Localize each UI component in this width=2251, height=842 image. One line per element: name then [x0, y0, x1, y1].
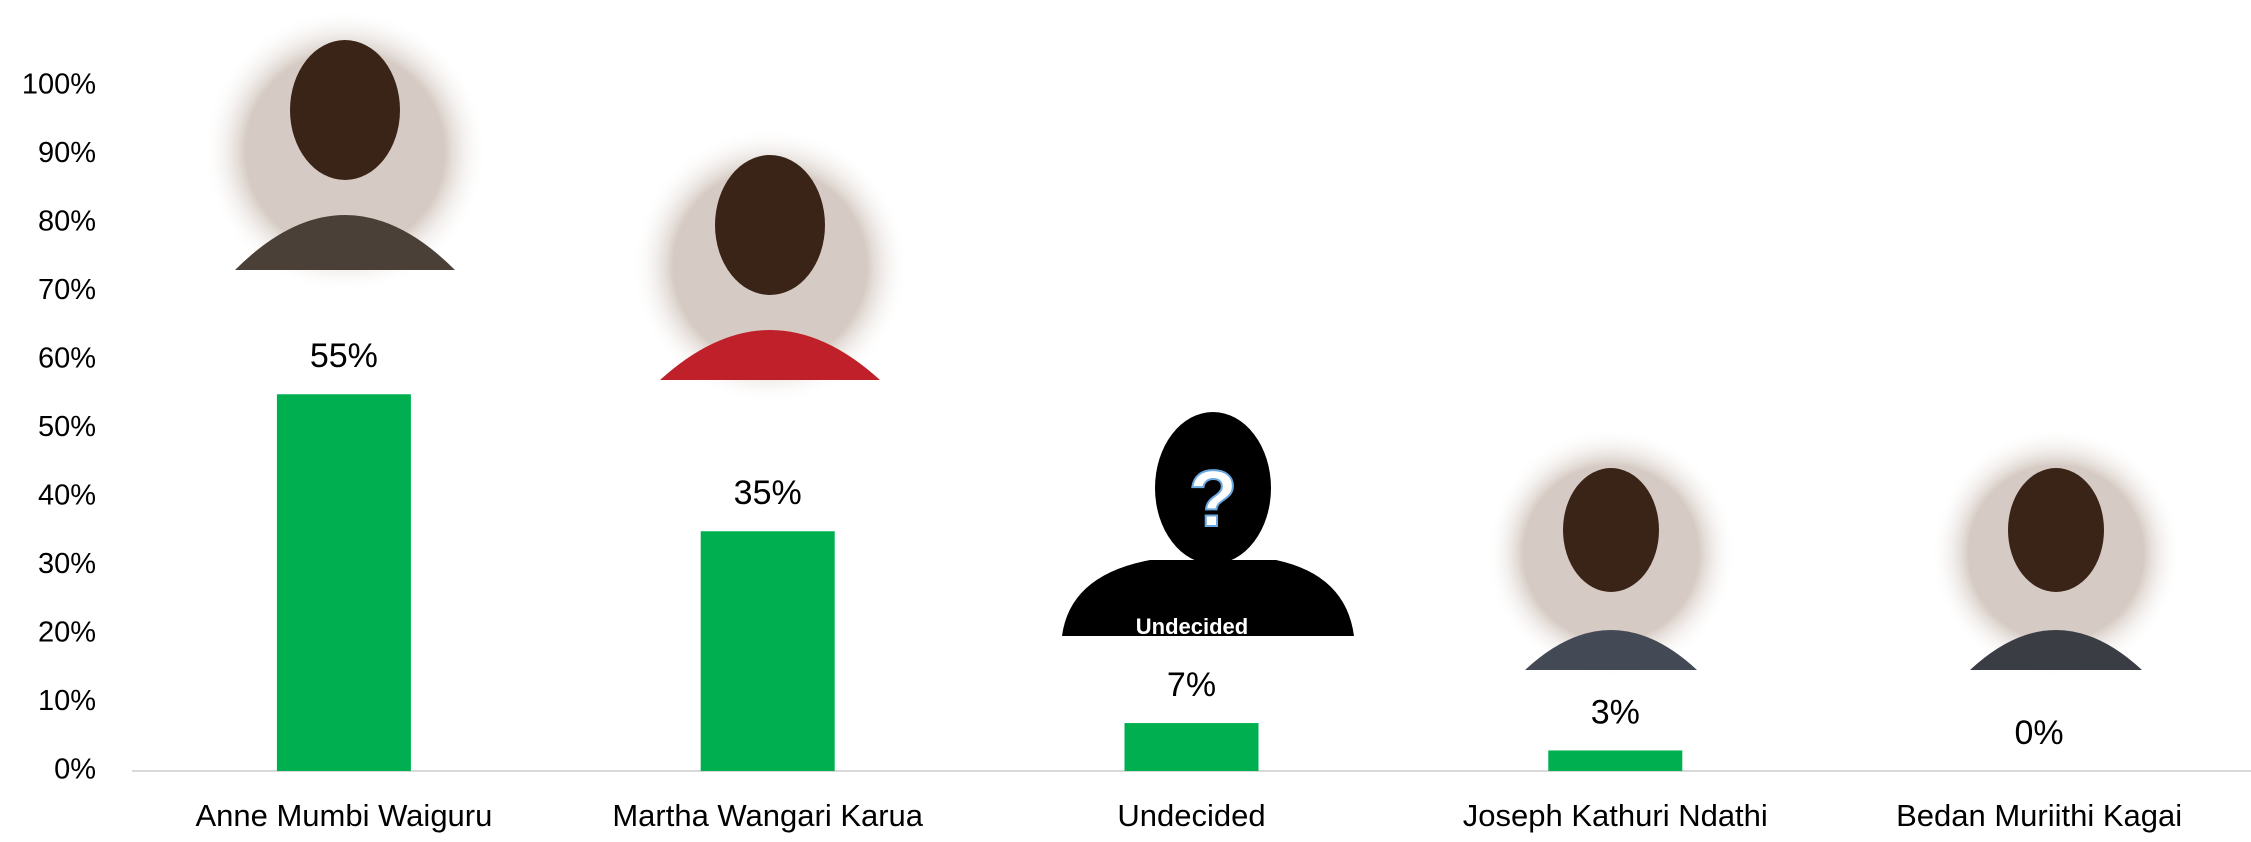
silhouette: ? Undecided: [1062, 412, 1354, 639]
y-tick-label: 20%: [38, 617, 96, 649]
portrait: [1931, 428, 2181, 678]
y-tick-label: 50%: [38, 411, 96, 443]
value-label: 35%: [734, 474, 802, 512]
y-tick-label: 90%: [38, 137, 96, 169]
chart: ? Undecided 0% 10% 20% 30% 40% 50% 60% 70% 80% 90…: [0, 0, 2251, 837]
portrait: [632, 128, 908, 404]
x-tick-label: Undecided: [1117, 798, 1265, 833]
x-tick-label: Joseph Kathuri Ndathi: [1463, 798, 1768, 833]
value-label: 0%: [2015, 714, 2064, 752]
y-tick-label: 100%: [22, 69, 96, 101]
value-label: 55%: [310, 337, 378, 375]
x-tick-label: Anne Mumbi Waiguru: [195, 798, 492, 833]
value-label: 7%: [1167, 666, 1216, 704]
value-label: 3%: [1591, 693, 1640, 731]
x-tick-label: Bedan Muriithi Kagai: [1896, 798, 2182, 833]
portrait: [203, 9, 487, 293]
portrait: [1486, 428, 1736, 678]
bar: [701, 531, 835, 771]
y-tick-label: 60%: [38, 343, 96, 375]
y-tick-label: 10%: [38, 685, 96, 717]
x-tick-label: Martha Wangari Karua: [612, 798, 923, 833]
y-tick-label: 70%: [38, 274, 96, 306]
y-tick-label: 0%: [54, 754, 96, 786]
silhouette-caption: Undecided: [1136, 614, 1248, 639]
bar: [1125, 723, 1259, 771]
bar: [277, 394, 411, 771]
bar: [1548, 750, 1682, 771]
y-tick-label: 40%: [38, 480, 96, 512]
silhouette-symbol: ?: [1189, 454, 1238, 543]
y-tick-label: 80%: [38, 206, 96, 238]
y-tick-label: 30%: [38, 548, 96, 580]
page: {"chart_data": { "type": "bar", "categor…: [0, 0, 2251, 837]
